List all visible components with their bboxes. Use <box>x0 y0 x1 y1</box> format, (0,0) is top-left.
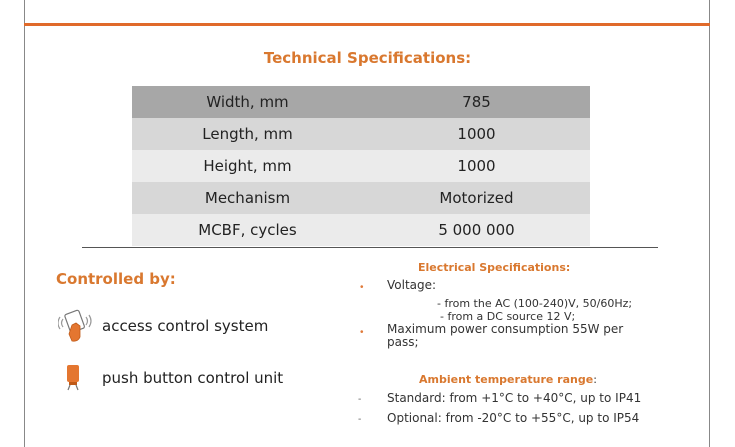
ambient-optional: Optional: from -20°C to +55°C, up to IP5… <box>387 411 640 425</box>
power-line-2: pass; <box>387 335 419 349</box>
spec-value: 1000 <box>363 150 590 182</box>
controlled-by-heading: Controlled by: <box>56 270 176 288</box>
push-button-icon <box>67 365 79 391</box>
voltage-dc: - from a DC source 12 V; <box>440 310 576 323</box>
voltage-ac: - from the AC (100-240)V, 50/60Hz; <box>437 297 633 310</box>
table-row: Length, mm 1000 <box>132 118 590 150</box>
spec-label: Length, mm <box>132 118 363 150</box>
spec-table: Width, mm 785 Length, mm 1000 Height, mm… <box>132 86 590 246</box>
voltage-label: Voltage: <box>387 278 437 292</box>
table-row: Mechanism Motorized <box>132 182 590 214</box>
dash-marker: - <box>358 414 362 425</box>
page-frame-left <box>24 0 25 447</box>
table-row: Height, mm 1000 <box>132 150 590 182</box>
spec-value: Motorized <box>363 182 590 214</box>
controlled-by-item: access control system <box>102 317 269 335</box>
spec-value: 1000 <box>363 118 590 150</box>
table-row: MCBF, cycles 5 000 000 <box>132 214 590 246</box>
page-title: Technical Specifications: <box>263 49 472 67</box>
bullet-icon: • <box>360 327 364 338</box>
spec-label: MCBF, cycles <box>132 214 363 246</box>
bullet-icon: • <box>360 282 364 293</box>
table-row: Width, mm 785 <box>132 86 590 118</box>
electrical-heading: Electrical Specifications: <box>418 261 571 274</box>
page-frame-right <box>709 0 710 447</box>
spec-value: 785 <box>363 86 590 118</box>
spec-label: Width, mm <box>132 86 363 118</box>
ambient-heading: Ambient temperature range: <box>419 373 597 386</box>
ambient-heading-colon: : <box>593 373 597 386</box>
power-line-1: Maximum power consumption 55W per <box>387 322 624 336</box>
section-divider <box>82 247 658 248</box>
spec-label: Height, mm <box>132 150 363 182</box>
dash-marker: - <box>358 394 362 405</box>
spec-label: Mechanism <box>132 182 363 214</box>
spec-value: 5 000 000 <box>363 214 590 246</box>
ambient-heading-text: Ambient temperature range <box>419 373 594 386</box>
ambient-standard: Standard: from +1°C to +40°C, up to IP41 <box>387 391 642 405</box>
top-accent-rule <box>24 23 710 26</box>
controlled-by-item: push button control unit <box>102 369 284 387</box>
card-reader-icon <box>58 309 92 342</box>
